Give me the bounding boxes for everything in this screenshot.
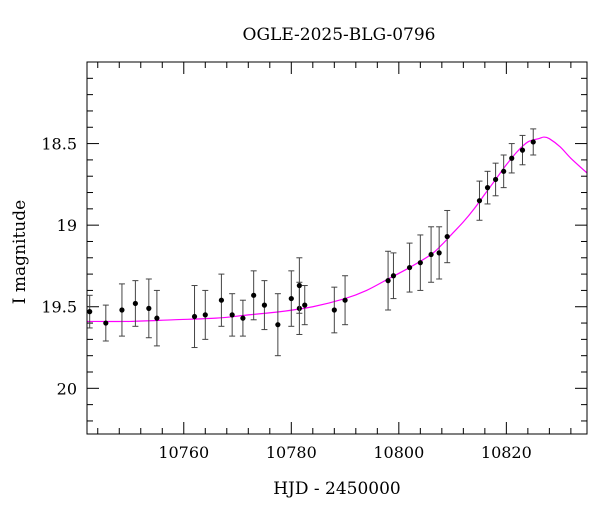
data-marker <box>191 313 198 320</box>
x-axis-label: HJD - 2450000 <box>273 479 401 499</box>
data-point <box>492 162 499 197</box>
data-point <box>250 270 257 321</box>
data-marker <box>119 307 125 313</box>
data-marker <box>103 320 109 326</box>
data-point <box>500 154 507 189</box>
y-axis-label: I magnitude <box>10 200 30 304</box>
data-marker <box>146 305 152 311</box>
data-marker <box>385 278 391 284</box>
data-point <box>508 143 515 174</box>
y-tick-label: 19 <box>57 216 77 235</box>
data-point <box>202 289 209 340</box>
y-tick-labels: 18.5 19 19.5 20 <box>41 135 77 399</box>
x-tick-label: 10760 <box>158 443 209 462</box>
data-point <box>417 234 424 291</box>
model-curve-group <box>87 136 587 323</box>
y-tick-label: 18.5 <box>41 135 77 154</box>
data-point <box>145 278 152 339</box>
data-point <box>239 299 246 337</box>
data-point <box>86 294 93 329</box>
plot-frame <box>86 61 588 435</box>
data-marker <box>154 315 160 321</box>
model-curve <box>87 136 587 323</box>
data-marker <box>240 315 246 321</box>
data-marker <box>302 302 308 308</box>
y-tick-label: 20 <box>57 379 77 398</box>
data-marker <box>390 273 397 279</box>
plot-area <box>86 61 588 435</box>
data-marker <box>501 168 507 174</box>
data-point <box>385 250 392 311</box>
data-marker <box>428 251 434 258</box>
data-marker <box>331 307 337 313</box>
data-marker <box>296 282 302 289</box>
x-tick-label: 10780 <box>266 443 317 462</box>
data-point <box>484 170 491 205</box>
data-point <box>342 275 349 326</box>
x-tick-label: 10800 <box>373 443 424 462</box>
data-points-group <box>86 128 537 357</box>
data-point <box>390 252 397 300</box>
data-point <box>218 273 225 327</box>
data-point <box>476 180 483 221</box>
data-marker <box>476 198 483 204</box>
data-point <box>102 304 109 342</box>
data-point <box>132 280 139 327</box>
data-point <box>191 285 198 349</box>
data-marker <box>218 297 225 303</box>
data-point <box>153 289 160 347</box>
data-marker <box>202 312 208 318</box>
data-point <box>530 128 537 156</box>
data-marker <box>519 147 526 153</box>
data-marker <box>406 264 413 271</box>
data-point <box>261 280 268 331</box>
data-point <box>436 226 443 280</box>
data-marker <box>288 295 294 302</box>
data-point <box>288 270 295 327</box>
axis-ticks <box>87 61 587 434</box>
data-marker <box>436 250 442 256</box>
data-marker <box>417 260 423 266</box>
data-marker <box>229 312 235 318</box>
data-point <box>274 293 281 357</box>
data-point <box>118 283 125 337</box>
data-marker <box>251 292 257 298</box>
data-point <box>519 134 526 166</box>
data-marker <box>530 139 536 145</box>
chart-title: OGLE-2025-BLG-0796 <box>243 25 436 45</box>
data-point <box>428 226 435 283</box>
data-marker <box>132 300 138 307</box>
data-point <box>301 285 308 326</box>
x-tick-label: 10820 <box>481 443 532 462</box>
data-point <box>331 286 338 334</box>
data-marker <box>493 176 499 183</box>
data-marker <box>261 302 268 308</box>
data-marker <box>509 155 515 161</box>
data-point <box>229 293 236 337</box>
data-marker <box>275 322 281 328</box>
y-tick-label: 19.5 <box>41 298 77 317</box>
data-marker <box>444 233 450 240</box>
x-tick-labels: 10760 10780 10800 10820 <box>158 443 531 462</box>
data-point <box>444 209 451 264</box>
data-marker <box>87 309 93 315</box>
data-point <box>296 257 303 314</box>
data-point <box>406 242 413 293</box>
data-marker <box>484 185 491 191</box>
data-marker <box>342 297 348 303</box>
